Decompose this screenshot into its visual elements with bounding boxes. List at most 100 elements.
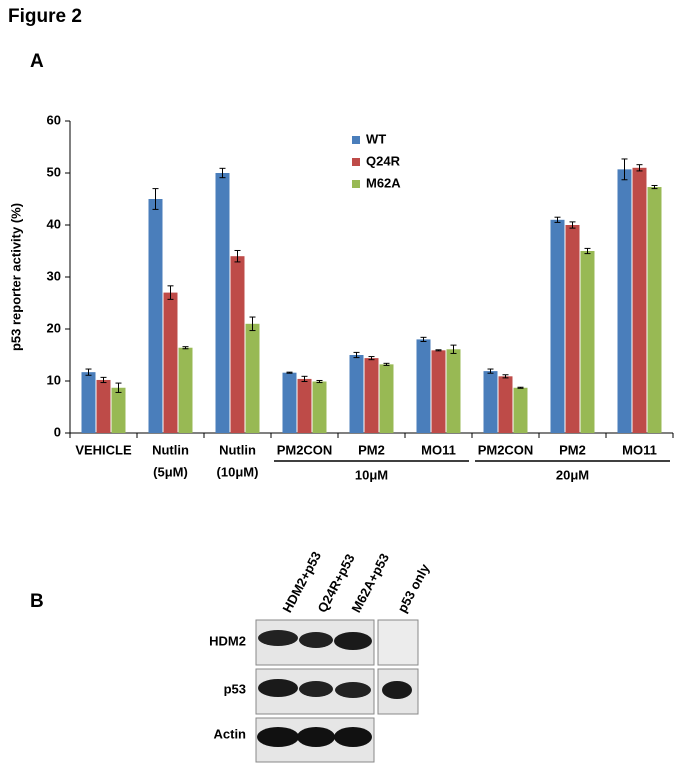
bar [163,292,178,433]
error-bar [554,216,561,223]
error-bar [115,382,122,393]
error-bar [502,374,509,379]
blot [255,619,419,763]
bar [148,199,163,433]
blot-panel [377,619,419,666]
bar [364,358,379,433]
error-bar [234,249,241,263]
legend-label: M62A [366,175,401,190]
x-tick-label: (5μM) [153,464,188,479]
error-bar [353,351,360,359]
error-bar [286,371,293,374]
legend-swatch [352,180,360,188]
bar [282,372,297,433]
y-tick-label: 0 [54,424,61,439]
error-bar [316,379,323,384]
error-bar [450,344,457,354]
x-tick-label: Nutlin [152,442,189,457]
error-bar [584,247,591,255]
x-tick-label: (10μM) [217,464,259,479]
bar [617,169,632,434]
bar [446,349,461,433]
error-bar [301,375,308,383]
error-bar [420,336,427,342]
bar [483,371,498,433]
x-tick-label: VEHICLE [75,442,132,457]
error-bar [182,346,189,350]
bar [297,378,312,433]
bar [215,173,230,433]
group-label: 20μM [556,467,589,482]
band [334,632,372,650]
legend-label: Q24R [366,153,401,168]
bar [550,219,565,433]
bar [178,347,193,433]
panel-label: B [30,591,44,612]
x-tick-label: Nutlin [219,442,256,457]
bar [565,225,580,433]
error-bar [219,167,226,179]
y-axis-label: p53 reporter activity (%) [8,203,23,351]
x-tick-label: MO11 [421,442,456,457]
bar [245,323,260,433]
error-bar [517,386,524,389]
error-bar [383,362,390,366]
bar [431,350,446,433]
y-tick-label: 50 [47,164,61,179]
band [334,727,372,747]
error-bar [569,221,576,229]
bar [81,372,96,433]
band [299,632,333,648]
panel-label: A [30,51,44,72]
y-tick-label: 30 [47,268,61,283]
bar [580,251,595,433]
y-tick-label: 10 [47,372,61,387]
legend-swatch [352,136,360,144]
band [299,681,333,697]
error-bar [249,316,256,332]
x-tick-label: PM2CON [277,442,333,457]
blot-row-label: p53 [224,681,246,696]
y-tick-label: 40 [47,216,61,231]
bar [312,381,327,433]
group-label: 10μM [355,467,388,482]
legend-swatch [352,158,360,166]
y-tick-label: 60 [47,112,61,127]
error-bar [487,368,494,374]
bar [379,364,394,433]
error-bar [435,349,442,352]
bar [230,256,245,433]
x-tick-label: PM2CON [478,442,534,457]
bar [416,339,431,433]
bar [349,355,364,433]
x-tick-label: PM2 [358,442,385,457]
error-bar [152,188,159,210]
y-tick-label: 20 [47,320,61,335]
error-bar [651,184,658,190]
blot-row-label: HDM2 [209,633,246,648]
figure-title: Figure 2 [8,6,82,27]
bar [111,387,126,433]
band [335,682,371,698]
bar [96,379,111,433]
bar [498,376,513,433]
bar [647,187,662,433]
band [297,727,335,747]
lane-label: p53 only [394,561,432,615]
band [257,727,299,747]
blot-row-label: Actin [214,726,247,741]
band [382,681,412,699]
band [258,679,298,697]
x-tick-label: PM2 [559,442,586,457]
bar [513,387,528,433]
error-bar [85,368,92,376]
error-bar [167,285,174,300]
band [258,630,298,646]
error-bar [368,356,375,361]
legend-label: WT [366,131,386,146]
error-bar [100,376,107,384]
x-tick-label: MO11 [622,442,657,457]
bar [632,167,647,434]
error-bar [636,164,643,172]
